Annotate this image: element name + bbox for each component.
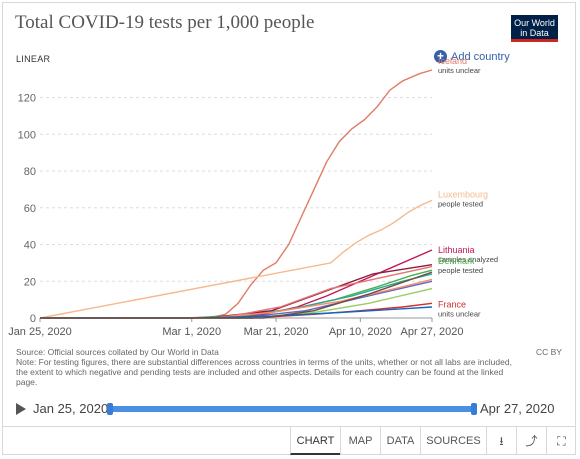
series-line-unlabeled xyxy=(40,280,433,319)
y-tick-label: 100 xyxy=(18,129,36,141)
series-label-iceland: Iceland xyxy=(438,56,467,66)
timeline-end-label: Apr 27, 2020 xyxy=(480,401,555,416)
x-tick-label: Mar 21, 2020 xyxy=(244,326,309,338)
y-tick-label: 120 xyxy=(18,93,36,105)
x-tick-label: Apr 27, 2020 xyxy=(401,326,464,338)
x-tick-label: Jan 25, 2020 xyxy=(8,326,72,338)
timeline-track[interactable] xyxy=(110,406,474,412)
add-country-label: Add country xyxy=(451,50,510,63)
series-line-unlabeled xyxy=(40,306,433,319)
tab-data[interactable]: DATA xyxy=(380,427,420,455)
series-label-lithuania: Lithuania xyxy=(438,245,475,255)
x-axis: Jan 25, 2020 Mar 1, 2020 Mar 21, 2020 Apr 1… xyxy=(8,318,464,338)
series-note-france: units unclear xyxy=(438,309,481,318)
series-line-unlabeled xyxy=(40,271,433,319)
add-country-button[interactable]: + Add country xyxy=(434,50,510,63)
logo-line1: Our World xyxy=(514,18,555,28)
x-tick-label: Mar 1, 2020 xyxy=(162,326,221,338)
series-line-luxembourg xyxy=(39,199,433,319)
plus-circle-icon: + xyxy=(434,50,447,63)
logo-line2: in Data xyxy=(520,28,549,38)
y-tick-label: 40 xyxy=(24,240,36,252)
chart-title: Total COVID-19 tests per 1,000 people xyxy=(15,12,315,33)
y-tick-label: 20 xyxy=(24,276,36,288)
series-line-lithuania xyxy=(40,249,433,319)
line-chart: 0 20 40 60 80 100 120 Jan 25, 2020 Mar 1, 2020 M… xyxy=(8,56,498,338)
timeline-start-handle[interactable] xyxy=(107,403,113,415)
series-note-luxembourg: people tested xyxy=(438,199,483,208)
chart-source-note: Source: Official sources collated by Our… xyxy=(16,347,526,387)
timeline-start-label: Jan 25, 2020 xyxy=(33,401,109,416)
grid xyxy=(40,97,432,319)
timeline-end-handle[interactable] xyxy=(471,403,477,415)
timeline: Jan 25, 2020 Apr 27, 2020 xyxy=(0,398,580,420)
download-icon[interactable]: ⭳ xyxy=(486,427,516,455)
series-label-denmark: Denmark xyxy=(438,256,475,266)
tab-chart[interactable]: CHART xyxy=(290,427,340,455)
series-lines xyxy=(39,69,433,319)
y-tick-label: 0 xyxy=(30,313,36,325)
y-tick-label: 80 xyxy=(24,166,36,178)
series-label-france: France xyxy=(438,299,466,309)
play-icon[interactable] xyxy=(16,403,26,415)
owid-logo[interactable]: Our World in Data xyxy=(511,15,558,42)
scale-toggle[interactable]: LINEAR xyxy=(16,54,51,64)
y-axis: 0 20 40 60 80 100 120 xyxy=(18,93,36,325)
tab-map[interactable]: MAP xyxy=(340,427,380,455)
chart-tabs: CHART MAP DATA SOURCES ⭳ ⤴ ⛶ xyxy=(2,426,576,455)
x-tick-label: Apr 10, 2020 xyxy=(329,326,392,338)
y-tick-label: 60 xyxy=(24,203,36,215)
series-line-unlabeled xyxy=(40,278,433,319)
license-link[interactable]: CC BY xyxy=(536,347,562,357)
source-text: Source: Official sources collated by Our… xyxy=(16,347,219,357)
tab-sources[interactable]: SOURCES xyxy=(420,427,486,455)
series-line-iceland xyxy=(40,69,433,319)
series-note-denmark: people tested xyxy=(438,266,483,275)
series-label-luxembourg: Luxembourg xyxy=(438,189,488,199)
note-text: Note: For testing figures, there are sub… xyxy=(16,357,512,387)
share-icon[interactable]: ⤴ xyxy=(516,427,546,455)
series-note-lithuania: samples analyzed xyxy=(438,255,498,264)
chart-frame xyxy=(2,2,576,455)
fullscreen-icon[interactable]: ⛶ xyxy=(546,427,576,455)
series-note-iceland: units unclear xyxy=(438,66,481,75)
